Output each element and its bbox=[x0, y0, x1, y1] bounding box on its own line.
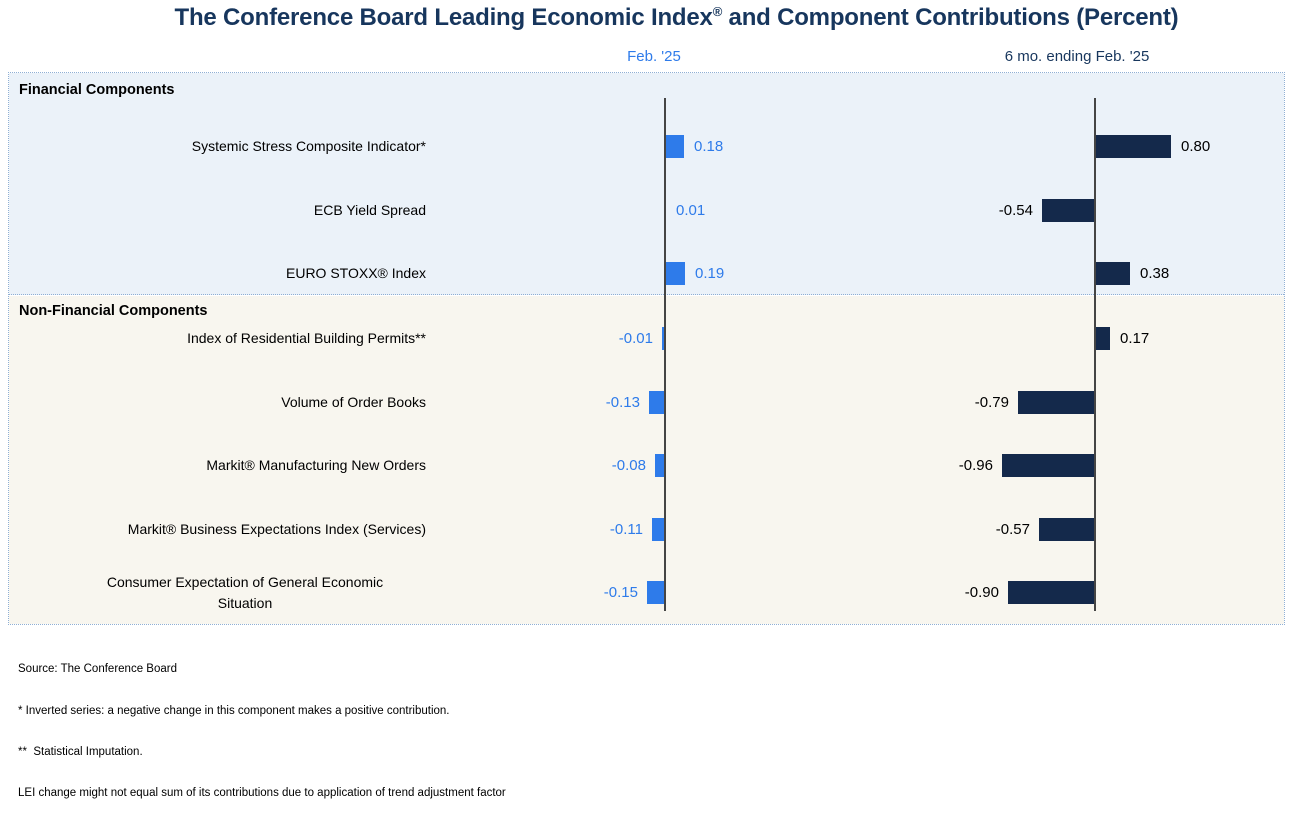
bar-feb-2 bbox=[664, 262, 685, 285]
category-label-2: EURO STOXX® Index bbox=[286, 265, 426, 281]
value-six_mo-3: 0.17 bbox=[1120, 330, 1150, 347]
bar-six_mo-5 bbox=[1002, 454, 1094, 477]
value-feb-7: -0.15 bbox=[603, 584, 638, 601]
column-header-6mo: 6 mo. ending Feb. '25 bbox=[1004, 48, 1150, 65]
value-feb-2: 0.19 bbox=[695, 265, 725, 282]
bar-six_mo-0 bbox=[1094, 135, 1171, 158]
value-feb-5: -0.08 bbox=[611, 457, 646, 474]
bar-six_mo-2 bbox=[1094, 262, 1130, 285]
bar-feb-6 bbox=[652, 518, 664, 541]
bar-feb-4 bbox=[649, 391, 664, 414]
registered-trademark-symbol: ® bbox=[712, 4, 723, 19]
bar-feb-7 bbox=[647, 581, 664, 604]
value-six_mo-1: -0.54 bbox=[998, 202, 1033, 219]
value-six_mo-4: -0.79 bbox=[974, 394, 1009, 411]
chart-area: Financial Components Non-Financial Compo… bbox=[8, 72, 1285, 625]
page-title-rest: and Component Contributions (Percent) bbox=[722, 4, 1179, 31]
financial-section-background bbox=[9, 73, 1284, 295]
value-six_mo-6: -0.57 bbox=[995, 521, 1030, 538]
value-feb-0: 0.18 bbox=[694, 138, 724, 155]
section-header-nonfinancial: Non-Financial Components bbox=[19, 303, 208, 319]
value-six_mo-5: -0.96 bbox=[958, 457, 993, 474]
source-note: Source: The Conference Board bbox=[18, 663, 177, 676]
category-label-4: Volume of Order Books bbox=[281, 394, 426, 410]
axis-feb25-zero-line bbox=[664, 98, 666, 611]
bar-six_mo-1 bbox=[1042, 199, 1094, 222]
bar-six_mo-6 bbox=[1039, 518, 1094, 541]
section-header-financial: Financial Components bbox=[19, 82, 175, 98]
category-label-7: Consumer Expectation of General Economic… bbox=[106, 574, 384, 611]
footnote-statistical-imputation: ** Statistical Imputation. bbox=[18, 745, 143, 758]
value-feb-4: -0.13 bbox=[605, 394, 640, 411]
footnote-lei-change: LEI change might not equal sum of its co… bbox=[18, 786, 506, 799]
category-label-3: Index of Residential Building Permits** bbox=[187, 330, 426, 346]
value-feb-3: -0.01 bbox=[618, 330, 653, 347]
category-label-5: Markit® Manufacturing New Orders bbox=[206, 457, 426, 473]
axis-6mo-zero-line bbox=[1094, 98, 1096, 611]
category-label-1: ECB Yield Spread bbox=[313, 202, 426, 218]
bar-feb-5 bbox=[655, 454, 664, 477]
bar-six_mo-4 bbox=[1018, 391, 1094, 414]
value-six_mo-7: -0.90 bbox=[964, 584, 999, 601]
page-title: The Conference Board Leading Economic In… bbox=[60, 4, 1293, 32]
chart-page: { "title": { "main": "The Conference Boa… bbox=[8, 4, 1293, 799]
bar-six_mo-3 bbox=[1094, 327, 1110, 350]
value-six_mo-2: 0.38 bbox=[1140, 265, 1170, 282]
page-title-main: The Conference Board Leading Economic In… bbox=[174, 4, 713, 31]
bar-six_mo-7 bbox=[1008, 581, 1094, 604]
footnote-inverted-series: * Inverted series: a negative change in … bbox=[18, 704, 450, 717]
category-label-6: Markit® Business Expectations Index (Ser… bbox=[127, 521, 426, 537]
footnotes: Source: The Conference Board * Inverted … bbox=[18, 636, 506, 814]
category-label-0: Systemic Stress Composite Indicator* bbox=[191, 138, 426, 154]
value-six_mo-0: 0.80 bbox=[1181, 138, 1211, 155]
column-header-feb25: Feb. '25 bbox=[627, 48, 681, 65]
bar-feb-3 bbox=[662, 327, 664, 350]
value-feb-1: 0.01 bbox=[676, 202, 706, 219]
bar-feb-0 bbox=[664, 135, 684, 158]
value-feb-6: -0.11 bbox=[609, 521, 643, 538]
